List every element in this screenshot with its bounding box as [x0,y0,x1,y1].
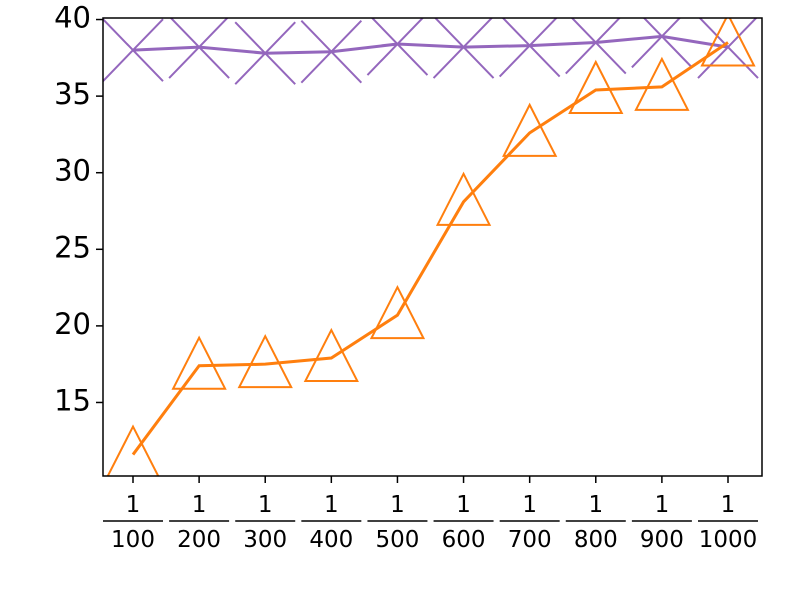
x-marker [432,18,495,79]
x-marker [565,18,627,75]
x-tick-denominator: 800 [574,527,618,553]
x-tick-denominator: 500 [375,527,419,553]
x-marker [498,18,561,78]
x-marker [631,18,693,69]
y-tick-label: 40 [54,1,91,35]
x-marker [300,20,363,84]
plot-frame [102,17,763,477]
triangle-marker [502,102,558,157]
triangle-marker [369,284,426,340]
x-marker [234,21,296,85]
triangle-marker [171,335,227,390]
x-tick-numerator: 1 [721,492,736,518]
series-line [132,34,729,55]
x-tick-numerator: 1 [390,492,405,518]
series-line [131,41,729,456]
x-marker [168,18,230,79]
triangle-marker [700,18,756,67]
y-tick-label: 30 [54,154,91,188]
x-tick-numerator: 1 [456,492,471,518]
triangle-marker [435,171,492,226]
x-tick-denominator: 700 [508,527,552,553]
x-tick-denominator: 400 [309,527,353,553]
triangle-marker [106,424,160,476]
triangle-marker [634,56,690,111]
x-tick-denominator: 300 [243,527,287,553]
triangle-marker [568,59,624,114]
x-marker [366,18,429,76]
x-tick-numerator: 1 [522,492,537,518]
x-tick-denominator: 1000 [699,527,758,553]
y-tick-label: 35 [54,77,91,111]
plot-area [103,18,759,476]
x-marker [697,18,759,79]
x-tick-numerator: 1 [588,492,603,518]
x-tick-denominator: 900 [640,527,684,553]
x-tick-numerator: 1 [192,492,207,518]
x-tick-numerator: 1 [258,492,273,518]
x-tick-denominator: 600 [442,527,486,553]
triangle-marker [237,333,293,389]
y-tick-label: 20 [54,307,91,341]
x-tick-numerator: 1 [324,492,339,518]
x-tick-denominator: 200 [177,527,221,553]
y-tick-label: 15 [54,383,91,417]
y-tick-label: 25 [54,230,91,264]
x-tick-denominator: 100 [111,527,155,553]
x-marker [103,18,164,82]
triangle-marker [303,327,359,383]
x-tick-numerator: 1 [655,492,670,518]
x-tick-numerator: 1 [126,492,141,518]
